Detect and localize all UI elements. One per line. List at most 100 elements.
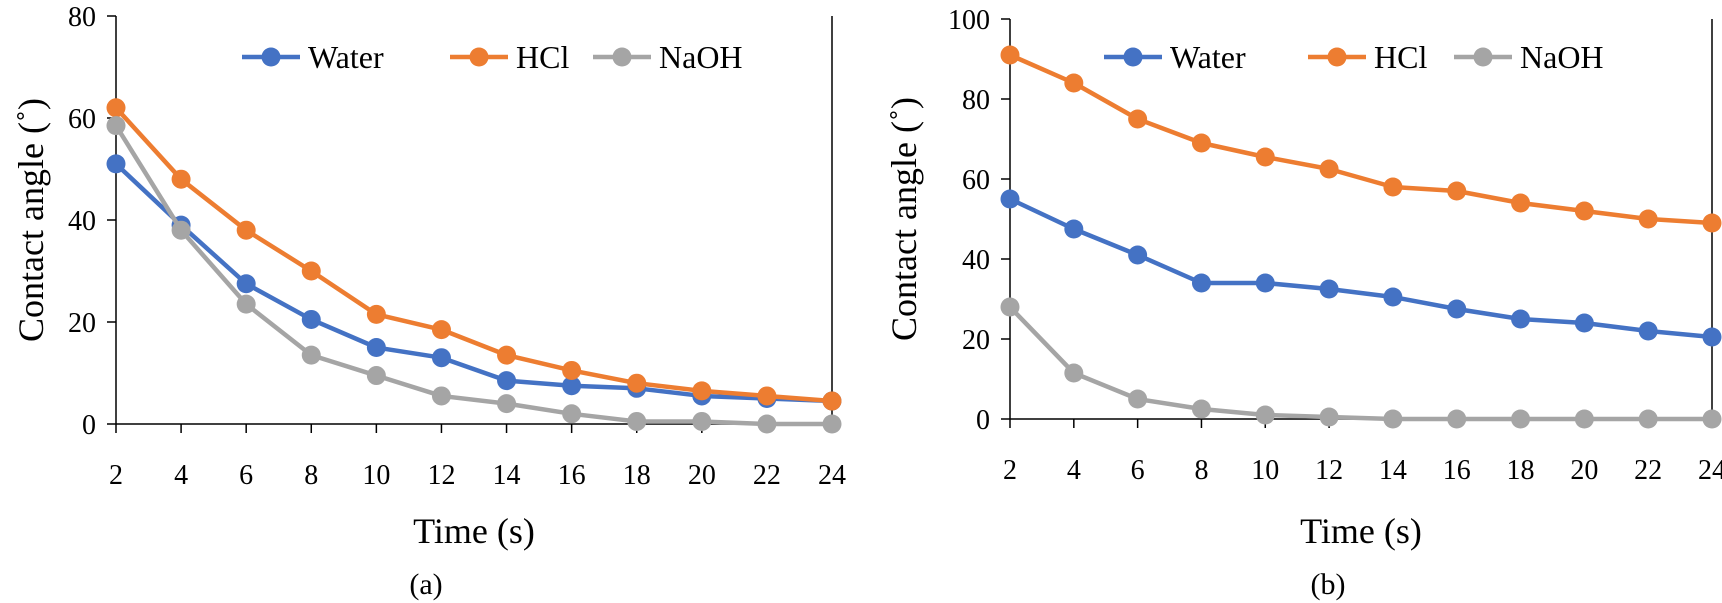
data-point-hcl: [692, 381, 712, 401]
x-tick-label: 4: [1067, 455, 1081, 486]
x-tick-label: 10: [362, 460, 390, 491]
legend-marker-naoh: [612, 47, 632, 67]
data-point-hcl: [822, 391, 842, 411]
data-point-naoh: [562, 404, 582, 424]
data-point-hcl: [366, 304, 386, 324]
x-tick-label: 12: [1315, 455, 1343, 486]
data-point-naoh: [1383, 409, 1403, 429]
data-point-water: [1383, 287, 1403, 307]
data-point-hcl: [562, 360, 582, 380]
data-point-naoh: [366, 366, 386, 386]
data-point-hcl: [431, 320, 451, 340]
y-tick-label: 20: [68, 308, 96, 339]
series-line-hcl: [1009, 52, 1713, 226]
y-tick-label: 20: [962, 325, 990, 356]
data-point-water: [236, 274, 256, 294]
data-point-naoh: [822, 414, 842, 434]
data-point-hcl: [171, 169, 191, 189]
data-point-naoh: [301, 345, 321, 365]
data-point-water: [431, 348, 451, 368]
data-point-hcl: [1319, 159, 1339, 179]
x-tick-label: 12: [427, 460, 455, 491]
data-point-naoh: [1511, 409, 1531, 429]
y-tick-label: 40: [962, 245, 990, 276]
data-point-water: [562, 376, 582, 396]
y-tick-label: 80: [962, 85, 990, 116]
x-tick-label: 4: [174, 460, 188, 491]
data-point-water: [1191, 273, 1211, 293]
x-tick-label: 8: [304, 460, 318, 491]
series-line-naoh: [114, 124, 832, 427]
data-point-hcl: [1064, 73, 1084, 93]
series-line-water: [1009, 196, 1713, 340]
data-point-naoh: [1574, 409, 1594, 429]
legend-marker-water: [1123, 47, 1143, 67]
x-tick-label: 22: [753, 460, 781, 491]
x-tick-label: 16: [1443, 455, 1471, 486]
data-point-naoh: [236, 294, 256, 314]
legend-marker-hcl: [1327, 47, 1347, 67]
legend-marker-water: [261, 47, 281, 67]
data-point-naoh: [1064, 363, 1084, 383]
data-point-water: [497, 371, 517, 391]
x-tick-label: 2: [1003, 455, 1017, 486]
data-point-naoh: [1191, 399, 1211, 419]
data-point-naoh: [1638, 409, 1658, 429]
x-tick-label: 2: [109, 460, 123, 491]
data-point-water: [366, 338, 386, 357]
data-point-hcl: [1638, 209, 1658, 229]
data-point-naoh: [106, 116, 126, 136]
x-tick-label: 22: [1634, 455, 1662, 486]
data-point-water: [1702, 327, 1722, 347]
legend-label-hcl: HCl: [1374, 39, 1427, 75]
data-point-naoh: [627, 411, 647, 431]
y-tick-label: 60: [68, 104, 96, 135]
y-tick-label: 40: [68, 206, 96, 237]
legend-marker-hcl: [469, 47, 489, 67]
data-point-water: [1064, 219, 1084, 239]
data-point-naoh: [1319, 407, 1339, 427]
data-point-naoh: [497, 394, 517, 414]
data-point-naoh: [1702, 409, 1722, 429]
data-point-water: [301, 309, 321, 329]
x-tick-label: 24: [1698, 455, 1722, 486]
legend-label-water: Water: [1170, 39, 1246, 75]
data-point-naoh: [1447, 409, 1467, 429]
data-point-water: [106, 154, 126, 174]
legend-label-hcl: HCl: [516, 39, 569, 75]
y-axis-title: Contact angle (˚): [11, 98, 51, 342]
panel-label: (a): [409, 568, 442, 601]
x-tick-label: 10: [1251, 455, 1279, 486]
data-point-hcl: [1574, 201, 1594, 221]
x-tick-label: 6: [239, 460, 253, 491]
series-line-naoh: [1008, 305, 1712, 422]
x-tick-label: 14: [493, 460, 521, 491]
y-axis-title: Contact angle (˚): [884, 97, 924, 341]
data-point-hcl: [1255, 147, 1275, 167]
y-tick-label: 0: [82, 410, 96, 441]
data-point-naoh: [431, 386, 451, 406]
data-point-naoh: [1128, 389, 1148, 409]
panel-label: (b): [1311, 568, 1346, 601]
y-tick-label: 80: [68, 2, 96, 33]
y-tick-label: 0: [976, 405, 990, 436]
y-tick-label: 100: [948, 5, 990, 36]
data-point-water: [1255, 273, 1275, 293]
data-point-hcl: [757, 386, 777, 406]
data-point-water: [1128, 245, 1148, 265]
data-point-hcl: [497, 345, 517, 365]
data-point-hcl: [1702, 213, 1722, 233]
x-tick-label: 14: [1379, 455, 1407, 486]
series-line-hcl: [114, 106, 833, 404]
data-point-water: [1000, 189, 1020, 209]
legend-marker-naoh: [1473, 47, 1493, 67]
data-point-hcl: [627, 373, 647, 393]
x-tick-label: 18: [623, 460, 651, 491]
data-point-hcl: [301, 261, 321, 281]
data-point-hcl: [106, 98, 126, 118]
x-tick-label: 20: [1570, 455, 1598, 486]
